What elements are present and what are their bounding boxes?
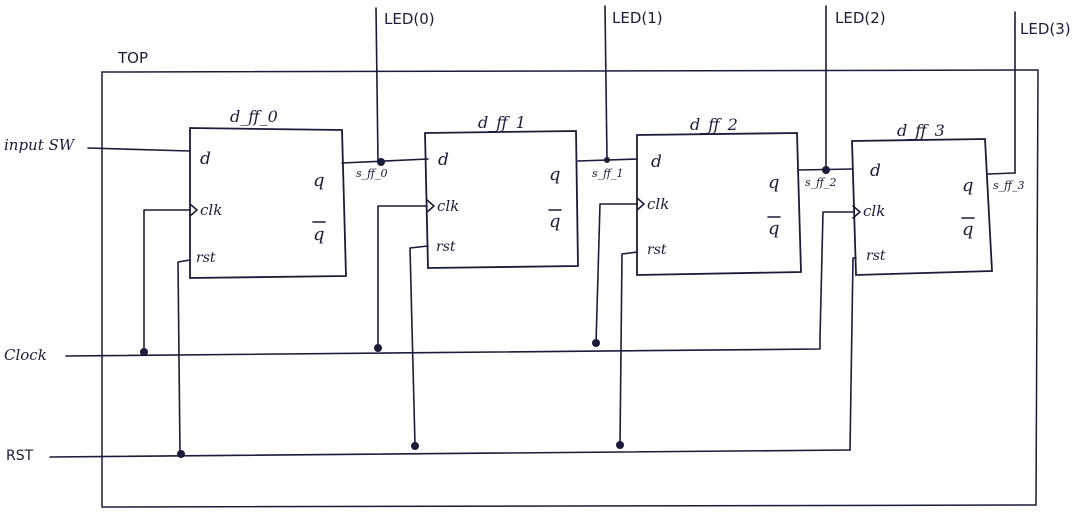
rst2-wire xyxy=(619,251,638,446)
clk-triangle-0 xyxy=(189,203,198,217)
ff3-d-pin: d xyxy=(870,161,881,181)
ff3-qbar-pin: q xyxy=(962,219,974,240)
clk-triangle-1 xyxy=(426,199,435,213)
ff0-clk-pin: clk xyxy=(200,201,222,219)
clk2-wire xyxy=(595,203,638,345)
rst-label: RST xyxy=(6,448,34,464)
top-frame xyxy=(101,69,1039,508)
led3-label: LED(3) xyxy=(1020,20,1071,38)
input-sw-wire xyxy=(87,147,191,152)
ff-title-0: d_ff_0 xyxy=(230,107,278,126)
ff-box-1 xyxy=(424,130,579,269)
clk-triangle-2 xyxy=(636,197,645,211)
ff3-q-pin: q xyxy=(962,175,974,196)
junction-dot xyxy=(822,166,830,174)
s-ff-3-wire xyxy=(987,172,1016,175)
ff0-d-pin: d xyxy=(200,149,211,169)
ff0-rst-pin: rst xyxy=(196,250,216,266)
ff3-clk-pin: clk xyxy=(863,202,885,220)
junction-dot xyxy=(604,157,610,163)
led1-wire xyxy=(604,5,608,161)
ff3-rst-pin: rst xyxy=(866,248,886,264)
clock-bus xyxy=(65,337,821,357)
ff1-q-pin: q xyxy=(549,164,561,185)
junction-dot xyxy=(616,441,624,449)
top-label: TOP xyxy=(117,49,148,67)
junction-dot xyxy=(374,344,382,352)
ff1-clk-pin: clk xyxy=(437,197,459,215)
rst0-wire xyxy=(177,259,191,455)
junction-dot xyxy=(377,158,385,166)
s-ff-2-label: s_ff_2 xyxy=(805,176,836,189)
ff2-d-pin: d xyxy=(651,152,662,172)
ff0-q-pin: q xyxy=(313,170,325,191)
ff1-qbar-pin: q xyxy=(549,211,561,232)
ff-box-2 xyxy=(636,132,802,276)
ff-box-0 xyxy=(189,127,347,279)
clock-label: Clock xyxy=(4,346,47,364)
led0-wire xyxy=(375,7,379,162)
s-ff-3-label: s_ff_3 xyxy=(993,179,1024,192)
ff2-rst-pin: rst xyxy=(647,242,667,258)
rst1-wire xyxy=(409,245,429,446)
led1-label: LED(1) xyxy=(612,9,663,27)
clk0-wire xyxy=(143,209,191,353)
ff0-qbar-pin: q xyxy=(313,224,325,245)
ff2-qbar-pin: q xyxy=(768,218,780,239)
ff1-d-pin: d xyxy=(438,150,449,170)
clk1-wire xyxy=(377,205,428,349)
input-sw-label: input SW xyxy=(4,136,76,154)
s-ff-0-label: s_ff_0 xyxy=(356,167,387,180)
clk3-wire xyxy=(819,211,854,339)
led0-label: LED(0) xyxy=(384,10,435,28)
ff2-clk-pin: clk xyxy=(647,195,669,213)
ff-title-2: d_ff_2 xyxy=(690,115,738,134)
s-ff-1-label: s_ff_1 xyxy=(592,167,623,180)
ff-title-1: d_ff_1 xyxy=(478,113,526,132)
rst-bus xyxy=(49,449,851,458)
ff-box-3 xyxy=(851,138,993,276)
junction-dot xyxy=(411,442,419,450)
junction-dot xyxy=(140,348,148,356)
ff2-q-pin: q xyxy=(768,172,780,193)
clk-triangle-3 xyxy=(852,205,861,219)
s-ff-0-wire xyxy=(341,158,429,164)
junction-dot xyxy=(592,339,600,347)
led2-label: LED(2) xyxy=(835,9,886,27)
junction-dot xyxy=(177,450,185,458)
ff1-rst-pin: rst xyxy=(436,239,456,255)
ff-title-3: d_ff_3 xyxy=(897,121,945,140)
rst3-wire xyxy=(849,257,857,451)
